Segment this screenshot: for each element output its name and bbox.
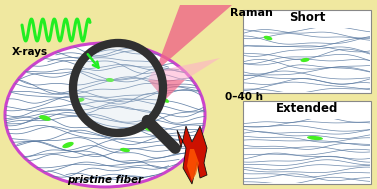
Ellipse shape [142, 124, 154, 132]
Bar [243, 10, 371, 93]
Ellipse shape [307, 136, 323, 140]
Polygon shape [177, 126, 207, 184]
Text: X-rays: X-rays [12, 47, 48, 57]
Text: 0–40 h: 0–40 h [225, 92, 263, 102]
Text: Short: Short [289, 11, 325, 24]
Polygon shape [187, 149, 199, 181]
Circle shape [73, 43, 163, 133]
Ellipse shape [5, 43, 205, 187]
Ellipse shape [300, 58, 310, 62]
Ellipse shape [106, 78, 114, 82]
Ellipse shape [161, 97, 169, 103]
Polygon shape [148, 80, 185, 100]
Polygon shape [148, 58, 220, 80]
Polygon shape [155, 5, 232, 72]
Ellipse shape [75, 98, 84, 102]
Text: pristine fiber: pristine fiber [67, 175, 143, 185]
Text: Extended: Extended [276, 102, 338, 115]
Bar [243, 101, 371, 184]
Ellipse shape [120, 148, 130, 152]
Bar [244, 119, 370, 183]
Text: Raman: Raman [230, 8, 273, 18]
Ellipse shape [39, 115, 51, 121]
Ellipse shape [264, 36, 272, 40]
Ellipse shape [62, 142, 74, 148]
Bar [244, 28, 370, 92]
